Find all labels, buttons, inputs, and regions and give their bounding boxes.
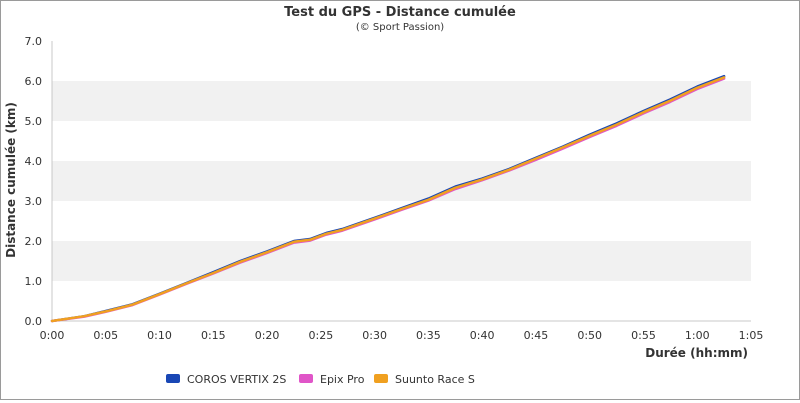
y-tick-label: 7.0 bbox=[25, 35, 43, 48]
x-tick-label: 0:25 bbox=[308, 329, 333, 342]
x-tick-label: 0:55 bbox=[631, 329, 656, 342]
y-tick-label: 1.0 bbox=[25, 275, 43, 288]
x-tick-label: 0:30 bbox=[362, 329, 387, 342]
y-tick-label: 3.0 bbox=[25, 195, 43, 208]
chart-subtitle: (© Sport Passion) bbox=[356, 22, 444, 33]
grid-band bbox=[52, 121, 751, 161]
grid-band bbox=[52, 241, 751, 281]
x-tick-label: 1:05 bbox=[739, 329, 764, 342]
y-tick-label: 6.0 bbox=[25, 75, 43, 88]
x-tick-label: 0:45 bbox=[524, 329, 549, 342]
legend-swatch-coros-vertix-2s bbox=[166, 374, 180, 383]
x-tick-label: 0:10 bbox=[147, 329, 172, 342]
grid-band bbox=[52, 41, 751, 81]
y-tick-label: 4.0 bbox=[25, 155, 43, 168]
chart-title: Test du GPS - Distance cumulée bbox=[284, 5, 516, 20]
x-tick-label: 0:20 bbox=[255, 329, 280, 342]
grid-band bbox=[52, 161, 751, 201]
legend-swatch-epix-pro bbox=[299, 374, 313, 383]
y-axis-label: Distance cumulée (km) bbox=[4, 102, 18, 258]
legend-label-coros-vertix-2s: COROS VERTIX 2S bbox=[187, 373, 286, 386]
y-tick-label: 5.0 bbox=[25, 115, 43, 128]
x-tick-label: 0:05 bbox=[93, 329, 118, 342]
series-line-suunto-race-s bbox=[50, 76, 726, 323]
grid-band bbox=[52, 81, 751, 121]
legend-label-epix-pro: Epix Pro bbox=[320, 373, 365, 386]
legend-label-suunto-race-s: Suunto Race S bbox=[395, 373, 475, 386]
x-axis-label: Durée (hh:mm) bbox=[645, 346, 748, 360]
y-tick-label: 0.0 bbox=[25, 315, 43, 328]
x-tick-label: 0:50 bbox=[577, 329, 602, 342]
x-tick-label: 0:15 bbox=[201, 329, 226, 342]
x-tick-label: 1:00 bbox=[685, 329, 710, 342]
x-tick-label: 0:35 bbox=[416, 329, 441, 342]
legend-swatch-suunto-race-s bbox=[374, 374, 388, 383]
x-tick-label: 0:00 bbox=[40, 329, 65, 342]
x-tick-label: 0:40 bbox=[470, 329, 495, 342]
grid-band bbox=[52, 281, 751, 321]
y-tick-label: 2.0 bbox=[25, 235, 43, 248]
